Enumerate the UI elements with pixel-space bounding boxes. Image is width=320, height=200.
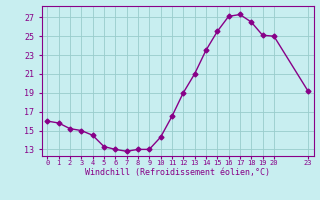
X-axis label: Windchill (Refroidissement éolien,°C): Windchill (Refroidissement éolien,°C) [85, 168, 270, 177]
